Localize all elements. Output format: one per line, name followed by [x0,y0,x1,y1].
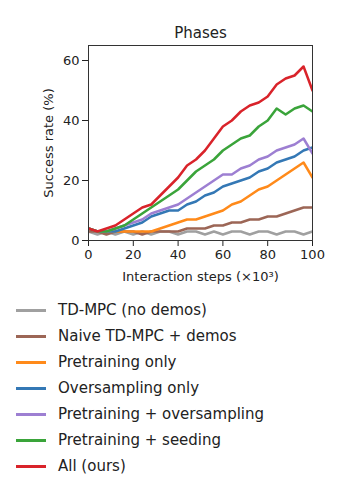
svg-text:0: 0 [84,247,92,262]
html-text:TD-MPC (no demos): TD-MPC (no demos) [58,301,207,319]
html-text:Pretraining only: Pretraining only [58,353,177,371]
svg-text:40: 40 [63,113,80,128]
html-text:Pretraining + seeding: Pretraining + seeding [58,431,222,449]
html-text:Naive TD-MPC + demos: Naive TD-MPC + demos [58,327,237,345]
svg-text:Success rate (%): Success rate (%) [41,88,56,198]
html-text:All (ours): All (ours) [58,457,126,475]
svg-text:60: 60 [63,53,80,68]
svg-text:100: 100 [300,247,325,262]
html-text:Pretraining + oversampling: Pretraining + oversampling [58,405,264,423]
svg-text:20: 20 [63,173,80,188]
html-text:Oversampling only: Oversampling only [58,379,200,397]
svg-text:0: 0 [71,233,79,248]
svg-text:60: 60 [215,247,232,262]
svg-text:20: 20 [125,247,142,262]
svg-text:Interaction steps (×10³): Interaction steps (×10³) [122,269,278,284]
svg-text:Phases: Phases [174,24,227,42]
svg-text:80: 80 [259,247,276,262]
svg-text:40: 40 [170,247,187,262]
